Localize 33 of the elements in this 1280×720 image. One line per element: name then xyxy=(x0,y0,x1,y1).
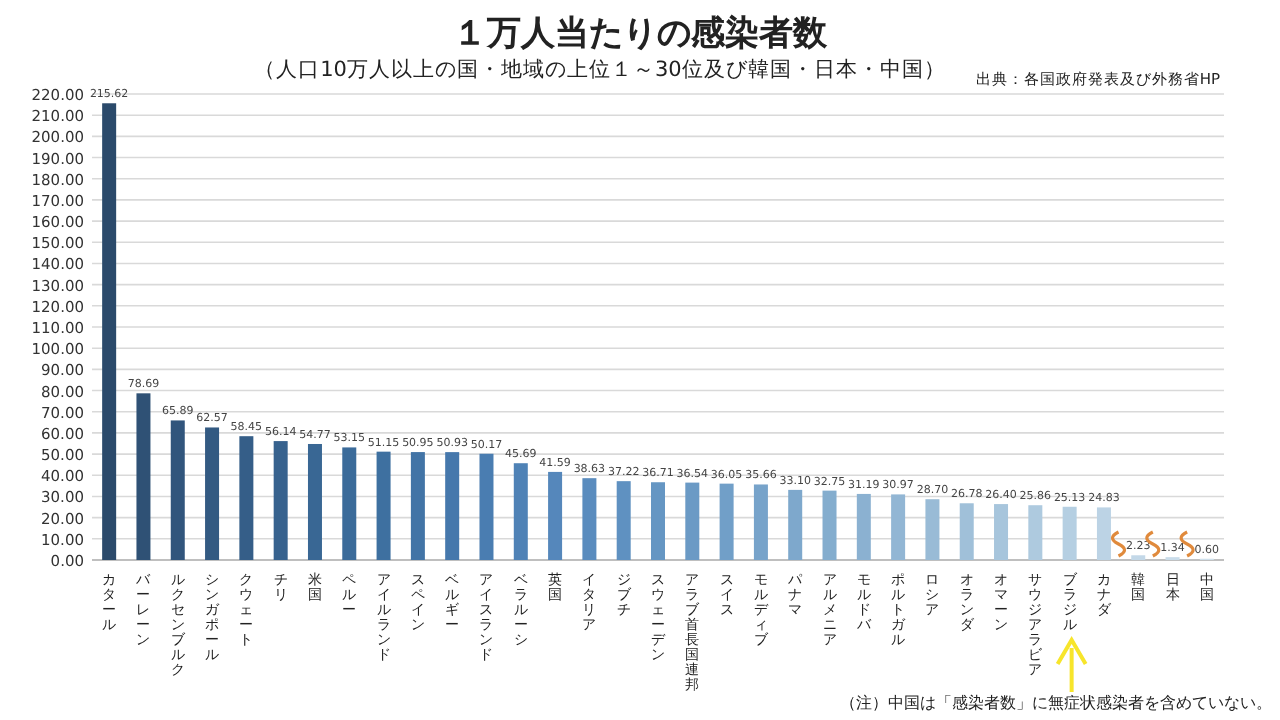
bar xyxy=(582,478,597,560)
bar xyxy=(548,471,563,560)
bar xyxy=(342,447,357,560)
bar xyxy=(753,484,768,560)
bar xyxy=(925,499,940,560)
bar xyxy=(273,441,288,560)
bar xyxy=(616,481,631,560)
bar xyxy=(307,443,322,560)
bar xyxy=(959,503,974,560)
bar xyxy=(445,452,460,560)
bar xyxy=(136,393,151,560)
bar xyxy=(479,453,494,560)
bar xyxy=(856,493,871,560)
text: （注）中国は「感染者数」に無症状感染者を含めていない。 xyxy=(840,694,1272,712)
bar xyxy=(410,452,425,560)
bar xyxy=(1062,506,1077,560)
bar xyxy=(651,482,665,560)
bar xyxy=(513,463,528,560)
bar xyxy=(891,494,906,560)
bar xyxy=(822,490,837,560)
bar xyxy=(719,483,734,560)
chart-subtitle: （人口10万人以上の国・地域の上位１～30位及び韓国・日本・中国） xyxy=(254,56,946,82)
bar xyxy=(685,482,700,560)
bar xyxy=(239,436,254,560)
bar xyxy=(1096,507,1111,560)
bar xyxy=(994,504,1009,560)
bar xyxy=(788,489,803,560)
bar xyxy=(1028,505,1043,560)
bar xyxy=(102,103,117,560)
bar xyxy=(205,427,220,560)
bar xyxy=(170,420,185,560)
chart-title: １万人当たりの感染者数 xyxy=(453,14,829,54)
bar xyxy=(376,451,391,560)
